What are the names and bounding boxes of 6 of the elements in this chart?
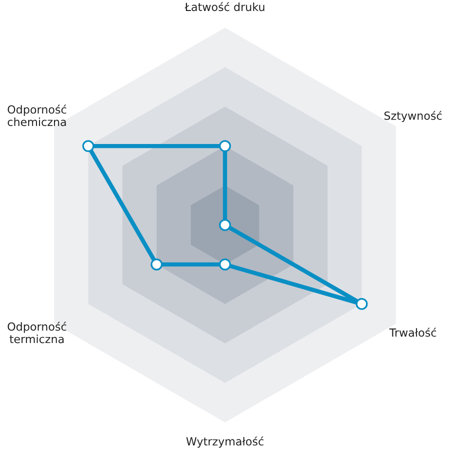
- spoke-label: Trwałość: [389, 328, 436, 337]
- spoke-label: Wytrzymałość: [186, 436, 264, 448]
- spoke-label: Odporność chemiczna: [8, 104, 66, 126]
- spoke-label: Łatwość druku: [184, 2, 264, 12]
- spoke-label: Sztywność: [384, 110, 442, 122]
- spoke-label: Odporność termiczna: [8, 322, 66, 344]
